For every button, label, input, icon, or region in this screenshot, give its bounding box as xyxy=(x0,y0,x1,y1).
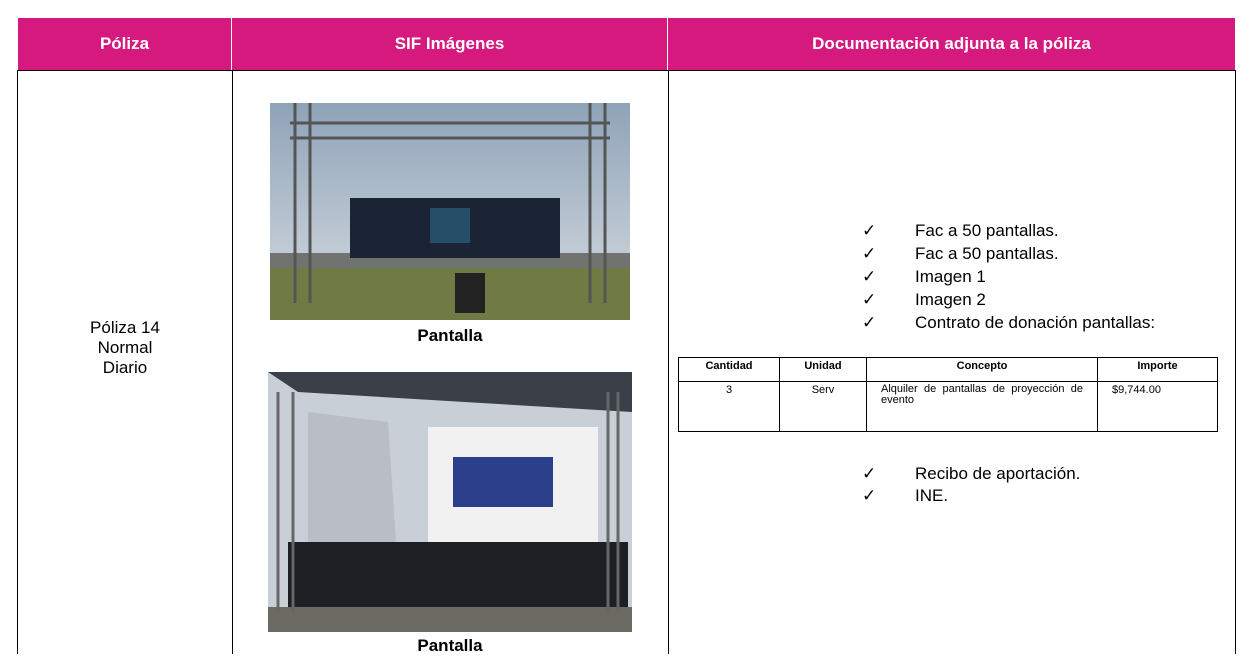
table-header: Cantidad xyxy=(678,357,780,382)
concept-table: Cantidad Unidad Concepto Importe 3 Serv … xyxy=(678,357,1218,432)
table-cell: Serv xyxy=(779,381,867,432)
check-item: Contrato de donación pantallas: xyxy=(915,313,1156,332)
check-item: INE. xyxy=(915,486,949,505)
poliza-line: Póliza 14 xyxy=(90,318,160,337)
poliza-cell: Póliza 14 Normal Diario xyxy=(18,318,232,378)
cell-border xyxy=(17,70,18,654)
table-cell: Alquiler de pantallas de proyección de e… xyxy=(866,381,1098,432)
check-item: Fac a 50 pantallas. xyxy=(915,221,1059,240)
check-item: Fac a 50 pantallas. xyxy=(915,244,1059,263)
cell-border xyxy=(232,70,233,654)
table-header: Concepto xyxy=(866,357,1098,382)
header-cell: Documentación adjunta a la póliza xyxy=(668,18,1235,70)
check-item: Imagen 2 xyxy=(915,290,986,309)
table-cell: 3 xyxy=(678,381,780,432)
photo xyxy=(270,103,630,320)
table-header: Unidad xyxy=(779,357,867,382)
table-header: Importe xyxy=(1097,357,1218,382)
poliza-line: Normal xyxy=(97,338,153,357)
header-cell: SIF Imágenes xyxy=(232,18,668,70)
header-cell: Póliza xyxy=(18,18,232,70)
cell-border xyxy=(17,70,1236,71)
photo-caption: Pantalla xyxy=(417,636,483,655)
photo-caption: Pantalla xyxy=(417,326,483,345)
table-cell: $9,744.00 xyxy=(1097,381,1218,432)
poliza-line: Diario xyxy=(102,358,148,377)
cell-border xyxy=(1235,70,1236,654)
cell-border xyxy=(668,70,669,654)
check-item: Imagen 1 xyxy=(915,267,986,286)
photo xyxy=(268,372,632,632)
check-item: Recibo de aportación. xyxy=(915,464,1081,483)
